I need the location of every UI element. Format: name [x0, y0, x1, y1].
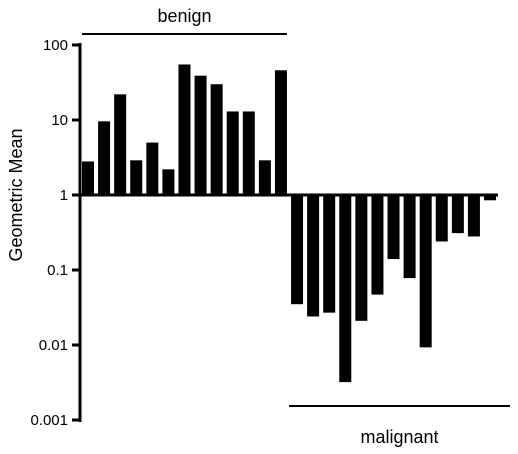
bar-26 — [484, 195, 496, 201]
bar-3 — [114, 94, 127, 195]
bar-12 — [258, 160, 271, 195]
axes-layer — [72, 33, 510, 422]
bar-4 — [130, 160, 143, 195]
bar-23 — [435, 195, 448, 242]
bar-8 — [194, 75, 207, 195]
y-tick-label-5: 0.01 — [39, 337, 68, 354]
y-tick-label-3: 1 — [60, 187, 68, 204]
y-axis-label: Geometric Mean — [6, 128, 26, 261]
bar-18 — [355, 195, 368, 321]
bar-15 — [307, 195, 320, 317]
bar-13 — [274, 70, 287, 195]
bar-11 — [242, 111, 255, 195]
bar-6 — [162, 169, 175, 195]
group-label-benign: benign — [157, 6, 211, 26]
bar-5 — [146, 142, 159, 195]
y-tick-label-6: 0.001 — [30, 412, 68, 429]
bar-21 — [403, 195, 416, 279]
bar-1 — [82, 161, 94, 195]
y-tick-label-4: 0.1 — [47, 262, 68, 279]
labels-layer: 100 10 1 0.1 0.01 0.001 Geometric Mean benign ma… — [6, 6, 439, 447]
bar-16 — [323, 195, 336, 313]
bar-24 — [451, 195, 464, 234]
bar-2 — [98, 121, 111, 195]
bar-25 — [467, 195, 480, 237]
y-tick-label-1: 100 — [43, 37, 68, 54]
bar-20 — [387, 195, 400, 260]
y-tick-label-2: 10 — [51, 112, 68, 129]
bar-22 — [419, 195, 432, 348]
bar-10 — [226, 111, 239, 195]
bar-17 — [339, 195, 352, 383]
bar-19 — [371, 195, 384, 295]
bar-14 — [291, 195, 304, 305]
bar-7 — [178, 64, 191, 195]
bar-9 — [210, 84, 223, 195]
bars-layer — [82, 64, 496, 383]
group-label-malignant: malignant — [360, 427, 438, 447]
